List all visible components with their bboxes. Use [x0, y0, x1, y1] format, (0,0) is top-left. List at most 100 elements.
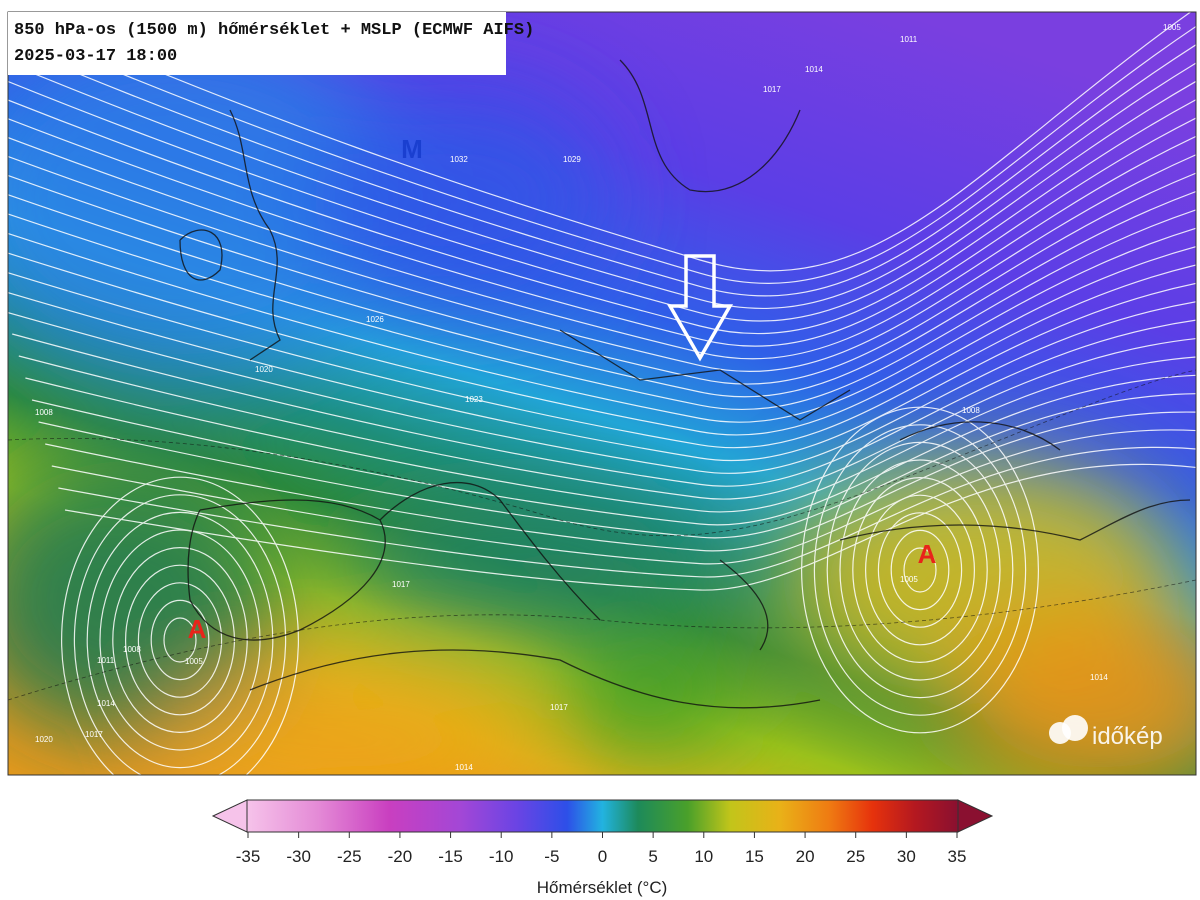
isobar [8, 264, 1196, 449]
isobar [18, 338, 1196, 500]
isobar [137, 582, 223, 698]
isobar [64, 463, 1196, 591]
colorbar-ticks: -35 -30 -25 -20 -15 -10 -5 0 5 10 15 20 25 30 35 [236, 832, 967, 866]
isobar [877, 512, 963, 628]
colorbar-tick-label: -25 [337, 847, 362, 866]
isobar [8, 80, 1196, 322]
isobar-label: 1026 [366, 315, 384, 324]
isobar-label: 1008 [962, 406, 980, 415]
pressure-center: A [918, 539, 937, 569]
isobars [0, 0, 1200, 803]
colorbar-tick-label: 30 [897, 847, 916, 866]
isobar-label: 1011 [900, 35, 918, 44]
isobar-label: 1017 [763, 85, 781, 94]
isobar-label: 1005 [900, 575, 918, 584]
isobar [8, 301, 1196, 474]
isobar [8, 25, 1196, 284]
colorbar-tick-label: 5 [648, 847, 657, 866]
colorbar-label: Hőmérséklet (°C) [537, 878, 668, 897]
colorbar-tick-label: -10 [489, 847, 514, 866]
colorbar-ramp [246, 799, 959, 833]
isobar [864, 494, 975, 646]
colorbar-max-triangle [957, 799, 994, 833]
isobar [45, 411, 1196, 552]
isobar-label: 1017 [392, 580, 410, 589]
isobar [826, 441, 1014, 699]
map-frame [7, 11, 1197, 776]
colorbar-tick-label: 25 [846, 847, 865, 866]
title: 850 hPa-os (1500 m) hőmérséklet + MSLP (… [14, 21, 534, 40]
pressure-centers: M A A [188, 134, 937, 644]
isobar-label: 1032 [450, 155, 468, 164]
isobar [86, 511, 274, 769]
pressure-center: M [401, 134, 423, 164]
colorbar-tick-label: 20 [796, 847, 815, 866]
colorbar-min-triangle [211, 799, 248, 833]
isobar [12, 319, 1196, 487]
isobar [890, 529, 950, 611]
isobar-label: 1029 [563, 155, 581, 164]
isobar [8, 282, 1196, 462]
isobar [61, 476, 299, 775]
isobar-label: 1017 [85, 730, 103, 739]
map: 1011 1005 1014 1017 1029 1032 1026 1020 1023 1008… [0, 0, 1200, 803]
arrow-annotation [666, 254, 734, 362]
isobar-label: 1020 [255, 365, 273, 374]
isobar [8, 227, 1196, 423]
isobar [73, 494, 287, 775]
isobar [51, 429, 1196, 565]
isobar-labels: 1011 1005 1014 1017 1029 1032 1026 1020 1023 1008… [35, 23, 1181, 772]
isobar [8, 190, 1196, 398]
isobar-label: 1008 [35, 408, 53, 417]
colorbar-tick-label: -30 [286, 847, 311, 866]
colorbar-tick-label: 35 [948, 847, 967, 866]
isobar [8, 209, 1196, 411]
isobar [58, 446, 1196, 578]
isobar [8, 117, 1196, 347]
isobar [852, 477, 988, 664]
isobar [839, 459, 1001, 681]
isobar-label: 1014 [455, 763, 473, 772]
isobar-label: 1014 [97, 699, 115, 708]
isobar [8, 43, 1196, 297]
datetime: 2025-03-17 18:00 [14, 47, 177, 66]
isobar [8, 154, 1196, 372]
logo-text: időkép [1092, 723, 1163, 750]
colorbar-tick-label: 0 [598, 847, 607, 866]
isobar [31, 374, 1196, 526]
isobar-label: 1008 [123, 645, 141, 654]
pressure-center: A [188, 614, 207, 644]
isobar-label: 1011 [97, 656, 115, 665]
colorbar-tick-label: -15 [438, 847, 463, 866]
colorbar-tick-label: -20 [388, 847, 413, 866]
isobar-label: 1014 [805, 65, 823, 74]
colorbar-tick-label: 15 [745, 847, 764, 866]
isobar-label: 1014 [1090, 673, 1108, 682]
title-box [8, 12, 506, 75]
isobar-label: 1005 [1163, 23, 1181, 32]
isobar [25, 356, 1196, 513]
isobar [150, 599, 210, 681]
isobar [124, 564, 236, 716]
isobar [903, 547, 937, 593]
isobar [8, 135, 1196, 360]
isobar-label: 1023 [465, 395, 483, 404]
isobar-label: 1017 [550, 703, 568, 712]
colorbar-tick-label: -5 [544, 847, 559, 866]
coastlines [179, 59, 1191, 709]
isobar [800, 406, 1039, 734]
colorbar-tick-label: 10 [694, 847, 713, 866]
isobar [8, 172, 1196, 385]
isobar [8, 99, 1196, 335]
isotherms [8, 369, 1196, 701]
colorbar: -35 -30 -25 -20 -15 -10 -5 0 5 10 15 20 25 30 35 Hőmér… [211, 799, 994, 897]
isobar-label: 1020 [35, 735, 53, 744]
isobar [813, 424, 1027, 716]
isobar [38, 393, 1196, 539]
isobar-label: 1005 [185, 657, 203, 666]
isobar [15, 12, 1192, 272]
colorbar-tick-label: -35 [236, 847, 261, 866]
isobar [163, 617, 197, 663]
